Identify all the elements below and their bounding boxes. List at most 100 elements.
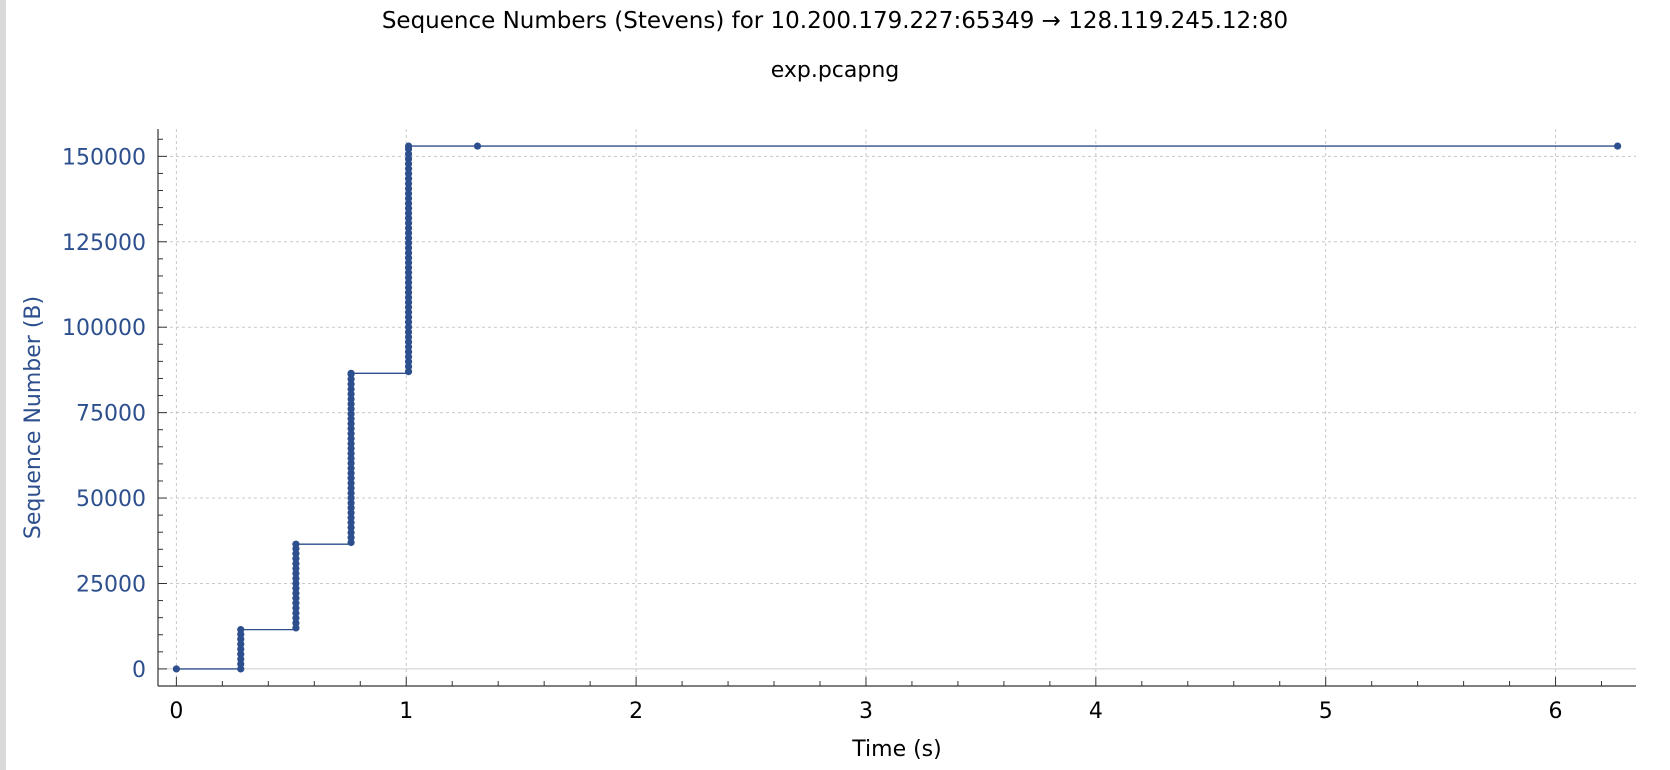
data-point-3-19	[347, 444, 355, 453]
data-point-4-40	[404, 170, 413, 178]
x-tick-label-3: 3	[859, 699, 873, 724]
data-point-2-2	[292, 614, 300, 622]
data-point-4-27	[404, 234, 413, 242]
data-point-4-2	[404, 358, 413, 366]
data-point-3-10	[347, 489, 355, 497]
y-tick-label-5: 125000	[62, 231, 146, 256]
y-tick-label-1: 25000	[76, 572, 146, 597]
data-point-3-31	[347, 385, 355, 393]
data-point-4-26	[404, 239, 413, 247]
data-point-4-3	[404, 353, 413, 361]
data-point-4-33	[404, 204, 413, 212]
data-point-3-26	[347, 410, 355, 418]
data-point-3-21	[347, 434, 355, 443]
data-point-4-1	[404, 363, 413, 371]
x-tick-label-1: 1	[399, 699, 413, 724]
data-point-2-10	[292, 574, 300, 583]
data-point-4-0	[404, 368, 413, 376]
data-point-3-8	[347, 499, 355, 507]
data-point-4-9	[404, 323, 413, 331]
data-point-3-17	[347, 454, 355, 462]
data-point-4-29	[404, 224, 413, 232]
data-point-4-10	[404, 318, 413, 326]
chart-subtitle: exp.pcapng	[770, 58, 900, 83]
data-point-3-23	[347, 425, 355, 433]
data-point-4-15	[404, 293, 413, 301]
data-point-4-13	[404, 303, 413, 311]
data-point-3-3	[347, 524, 355, 532]
data-point-4-6	[404, 338, 413, 346]
data-point-2-13	[292, 559, 300, 568]
data-point-3-22	[347, 430, 355, 438]
y-tick-label-4: 100000	[62, 316, 146, 341]
data-point-4-8	[404, 328, 413, 336]
data-point-4-44	[404, 150, 413, 158]
data-point-4-16	[404, 288, 413, 297]
data-point-4-18	[404, 278, 413, 287]
data-point-3-0	[347, 538, 355, 547]
data-point-4-39	[404, 175, 413, 183]
data-point-3-2	[347, 528, 355, 537]
data-point-2-7	[292, 589, 300, 597]
data-point-0-0	[172, 665, 180, 673]
data-point-3-9	[347, 494, 355, 502]
x-tick-label-0: 0	[169, 699, 183, 724]
x-tick-label-2: 2	[629, 699, 643, 724]
y-axis-ticks: 0 25000 50000 75000 100000 125000 150000	[62, 138, 167, 687]
y-tick-label-6: 150000	[62, 145, 146, 170]
data-point-3-18	[347, 449, 355, 458]
data-point-2-14	[292, 555, 300, 563]
data-point-5-0	[473, 142, 482, 150]
step-line	[176, 145, 1618, 670]
data-point-4-11	[404, 313, 413, 321]
data-point-1-1	[237, 660, 245, 668]
data-point-2-8	[292, 584, 300, 592]
data-point-4-36	[404, 189, 413, 198]
data-point-3-14	[347, 469, 355, 477]
data-point-3-7	[347, 504, 355, 512]
data-point-4-21	[404, 264, 413, 272]
data-point-4-25	[404, 244, 413, 252]
data-point-4-34	[404, 199, 413, 207]
data-point-4-12	[404, 308, 413, 316]
data-point-4-end	[404, 142, 413, 150]
data-point-4-22	[404, 259, 413, 267]
data-point-3-12	[347, 479, 355, 487]
data-point-4-35	[404, 194, 413, 203]
data-point-3-29	[347, 395, 355, 403]
data-point-2-5	[292, 599, 300, 607]
data-point-4-42	[404, 160, 413, 168]
data-point-3-25	[347, 415, 355, 423]
y-axis-label: Sequence Number (B)	[21, 296, 46, 539]
data-point-3-15	[347, 464, 355, 472]
data-point-2-11	[292, 569, 300, 578]
data-point-4-20	[404, 269, 413, 277]
data-point-4-43	[404, 155, 413, 163]
data-point-4-30	[404, 219, 413, 227]
data-point-2-9	[292, 579, 300, 587]
data-point-3-28	[347, 400, 355, 408]
data-point-2-3	[292, 609, 300, 617]
data-point-4-31	[404, 214, 413, 222]
data-point-3-1	[347, 533, 355, 542]
data-point-3-32	[347, 380, 355, 388]
data-point-4-24	[404, 249, 413, 257]
data-point-3-33	[347, 375, 355, 383]
data-point-3-4	[347, 519, 355, 527]
data-point-4-17	[404, 283, 413, 292]
data-point-4-32	[404, 209, 413, 217]
data-point-4-23	[404, 254, 413, 262]
data-point-3-6	[347, 509, 355, 517]
data-point-4-41	[404, 165, 413, 173]
data-point-3-5	[347, 514, 355, 522]
data-point-3-30	[347, 390, 355, 398]
data-point-2-4	[292, 604, 300, 612]
chart-title: Sequence Numbers (Stevens) for 10.200.17…	[381, 8, 1289, 34]
data-point-1-0	[237, 665, 245, 673]
data-point-3-13	[347, 474, 355, 482]
data-point-1-6	[237, 635, 245, 643]
data-point-3-24	[347, 420, 355, 428]
data-point-4-37	[404, 184, 413, 193]
